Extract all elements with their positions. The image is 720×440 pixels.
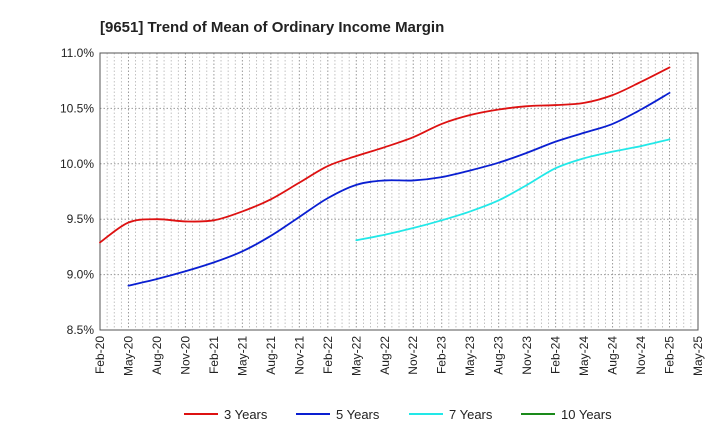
grid <box>99 52 699 331</box>
x-tick-label: Nov-23 <box>520 336 534 375</box>
x-tick-label: Nov-22 <box>406 336 420 375</box>
y-tick-label: 10.5% <box>60 101 94 115</box>
x-tick-label: May-25 <box>691 336 705 376</box>
x-tick-label: Aug-21 <box>264 336 278 375</box>
x-tick-label: May-24 <box>577 336 591 376</box>
legend-label-3-years: 3 Years <box>224 407 268 422</box>
legend-label-7-years: 7 Years <box>449 407 493 422</box>
y-tick-label: 10.0% <box>60 157 94 171</box>
series-lines <box>99 66 671 287</box>
x-tick-label: May-22 <box>349 336 363 376</box>
plot-frame <box>99 52 699 331</box>
x-tick-label: May-23 <box>463 336 477 376</box>
x-tick-label: May-21 <box>235 336 249 376</box>
legend-label-10-years: 10 Years <box>561 407 612 422</box>
x-tick-label: Nov-21 <box>292 336 306 375</box>
x-tick-label: Nov-24 <box>634 336 648 375</box>
x-tick-label: Feb-21 <box>207 336 221 374</box>
x-tick-label: Aug-24 <box>606 336 620 375</box>
x-tick-label: Aug-20 <box>150 336 164 375</box>
y-tick-label: 11.0% <box>61 46 94 60</box>
x-tick-label: Feb-24 <box>549 336 563 374</box>
x-tick-label: Aug-22 <box>378 336 392 375</box>
x-tick-label: Feb-25 <box>663 336 677 374</box>
series-line-5-years <box>127 91 671 287</box>
y-tick-label: 9.0% <box>67 268 95 282</box>
x-tick-label: Feb-20 <box>93 336 107 374</box>
x-tick-label: Aug-23 <box>492 336 506 375</box>
x-tick-label: Feb-22 <box>321 336 335 374</box>
legend: 3 Years 5 Years 7 Years 10 Years <box>184 407 612 422</box>
x-axis-ticks: Feb-20 May-20 Aug-20 Nov-20 Feb-21 May-21 Aug-… <box>93 336 705 376</box>
x-tick-label: May-20 <box>121 336 135 376</box>
legend-label-5-years: 5 Years <box>336 407 380 422</box>
series-line-3-years <box>99 66 671 244</box>
y-tick-label: 8.5% <box>67 323 95 337</box>
y-tick-label: 9.5% <box>67 212 95 226</box>
x-tick-label: Feb-23 <box>435 336 449 374</box>
x-tick-label: Nov-20 <box>178 336 192 375</box>
chart-title: [9651] Trend of Mean of Ordinary Income … <box>100 19 444 36</box>
y-axis-ticks: 8.5% 9.0% 9.5% 10.0% 10.5% 11.0% <box>60 46 94 337</box>
series-line-7-years <box>355 138 671 242</box>
